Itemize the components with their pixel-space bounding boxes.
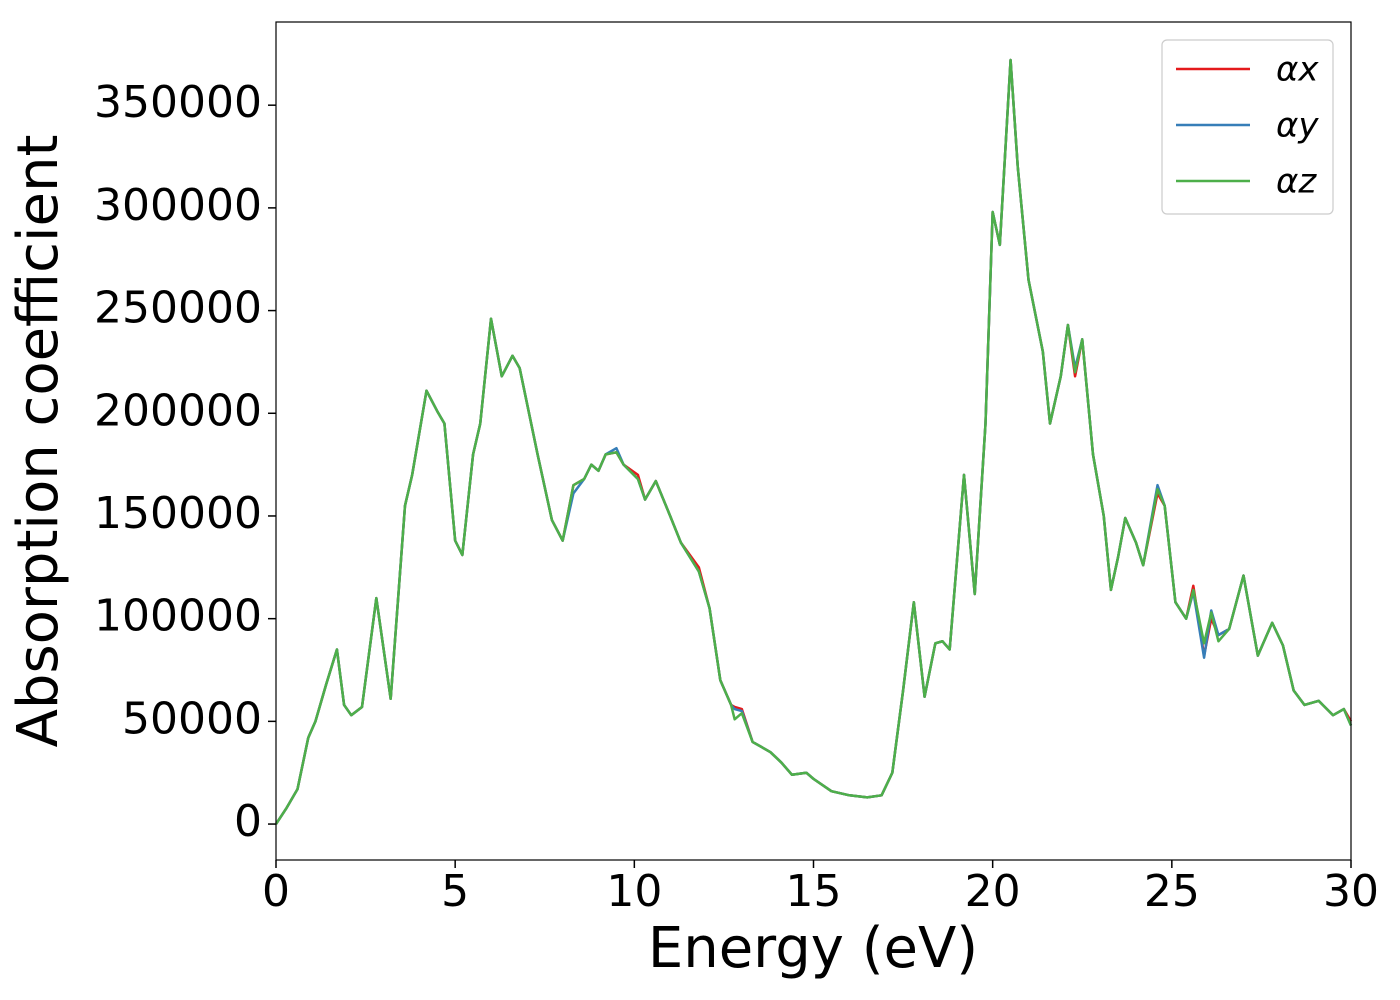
plot-frame: [275, 21, 1352, 861]
x-tick-label: 20: [965, 866, 1021, 917]
x-axis-label: Energy (eV): [648, 916, 978, 981]
y-tick-label: 350000: [94, 77, 262, 128]
y-axis-label: Absorption coefficient: [6, 135, 71, 748]
x-tick-label: 10: [606, 866, 662, 917]
legend-box: [1161, 39, 1334, 215]
x-tick-label: 15: [786, 866, 842, 917]
legend-label: αz: [1276, 162, 1317, 202]
legend-label: αx: [1276, 50, 1319, 90]
y-tick-label: 150000: [94, 488, 262, 539]
x-tick-label: 5: [441, 866, 469, 917]
y-tick-label: 200000: [94, 385, 262, 436]
x-tick-label: 30: [1323, 866, 1379, 917]
y-tick-label: 0: [234, 796, 262, 847]
y-tick-label: 250000: [94, 283, 262, 334]
y-tick-label: 50000: [122, 693, 262, 744]
x-tick-label: 25: [1144, 866, 1200, 917]
x-tick-label: 0: [262, 866, 290, 917]
series-line: [274, 58, 1353, 825]
legend-label: αy: [1276, 106, 1319, 146]
y-tick-label: 300000: [94, 180, 262, 231]
y-tick-label: 100000: [94, 591, 262, 642]
